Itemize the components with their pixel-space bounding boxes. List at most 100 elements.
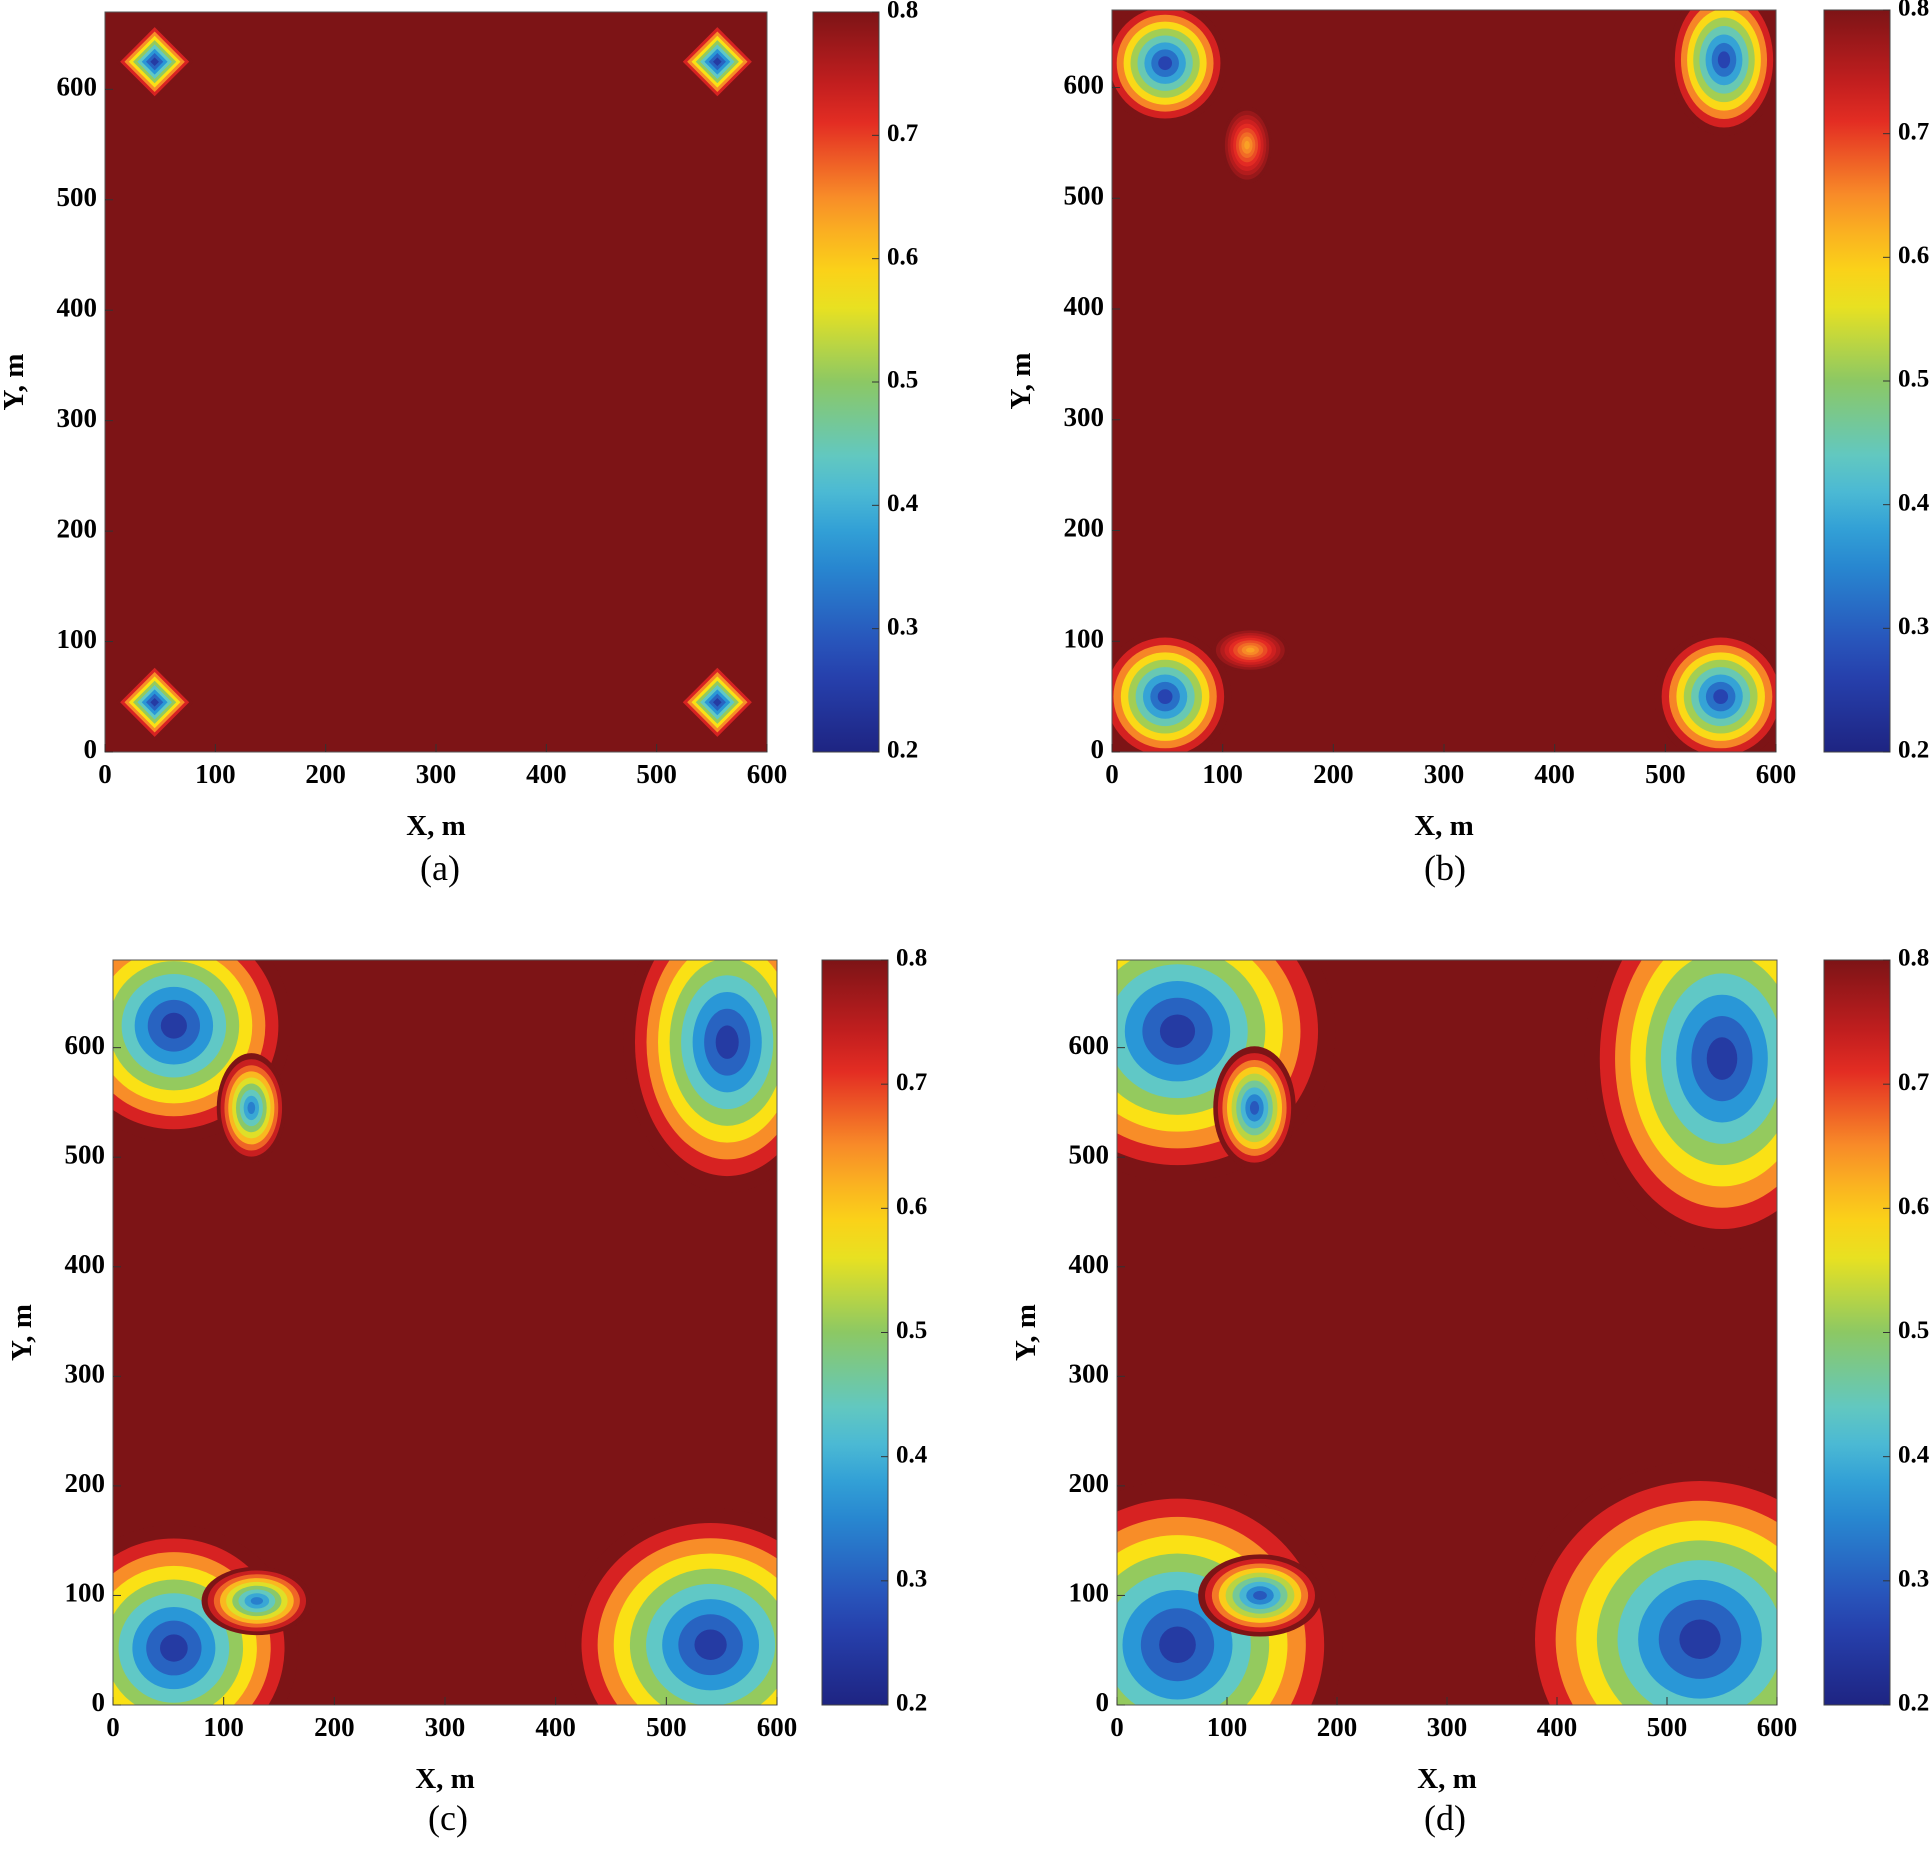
feature-contour [1679,1619,1721,1660]
colorbar [812,11,880,753]
x-tick-label: 400 [535,1712,576,1742]
y-tick-label: 0 [1096,1687,1110,1717]
colorbar-tick-label: 0.7 [1898,118,1929,145]
x-tick-label: 300 [1427,1712,1468,1742]
feature-contour [1158,56,1173,71]
y-tick-label: 100 [1069,1578,1110,1608]
x-tick-label: 300 [425,1712,466,1742]
y-tick-label: 600 [1064,70,1105,100]
colorbar-tick-label: 0.6 [896,1193,927,1220]
heatmap-feature [115,22,194,101]
x-tick-label: 100 [1207,1712,1248,1742]
heatmap-feature [1222,106,1272,184]
feature-contour [1706,1037,1738,1080]
x-tick-label: 600 [747,759,788,789]
heatmap-feature [678,22,757,101]
heatmap-feature [1117,1480,1343,1705]
feature-contour [713,697,722,707]
colorbar-tick-label: 0.7 [887,120,918,147]
colorbar-tick-label: 0.5 [1898,366,1929,393]
y-axis-label: Y, m [1010,1304,1042,1361]
colorbar-tick-label: 0.2 [1898,1690,1929,1717]
colorbar-tick-label: 0.7 [896,1069,927,1096]
feature-contour [1717,51,1731,69]
colorbar-tick-label: 0.5 [1898,1317,1929,1344]
feature-contour [160,1012,187,1039]
colorbar-tick-label: 0.5 [887,367,918,394]
feature-contour [1249,1101,1260,1115]
y-tick-label: 0 [92,1687,106,1717]
x-tick-label: 600 [1757,1712,1798,1742]
feature-contour [1244,140,1250,150]
heatmap-feature [623,960,777,1193]
y-tick-label: 200 [65,1468,106,1498]
colorbar-tick-label: 0.3 [1898,613,1929,640]
colorbar-tick-label: 0.6 [887,243,918,270]
feature-contour [160,1634,188,1662]
colorbar-tick-label: 0.2 [887,737,918,764]
x-tick-label: 300 [416,759,457,789]
x-axis-label: X, m [1417,1763,1477,1795]
x-tick-label: 200 [1313,759,1354,789]
feature-contour [247,1101,256,1114]
y-tick-label: 600 [65,1030,106,1060]
y-tick-label: 400 [57,292,98,322]
heatmap-feature [1654,630,1776,752]
y-tick-label: 600 [1069,1030,1110,1060]
colorbar-tick-label: 0.8 [887,0,918,24]
x-axis-label: X, m [415,1763,475,1795]
y-tick-label: 300 [65,1359,106,1389]
colorbar-tick-label: 0.8 [1898,945,1929,972]
colorbar [1823,9,1891,753]
y-axis-label: Y, m [0,354,30,411]
colorbar-tick-label: 0.3 [887,613,918,640]
heatmap-feature [1584,960,1777,1251]
x-tick-label: 100 [203,1712,244,1742]
heatmap-feature [1213,1046,1296,1170]
heatmap-feature [113,1524,299,1705]
x-axis-label: X, m [406,810,466,842]
subfigure-caption: (a) [420,848,460,888]
x-tick-label: 0 [106,1712,120,1742]
colorbar-tick-label: 0.7 [1898,1069,1929,1096]
heatmap-feature [1211,627,1290,673]
x-tick-label: 500 [646,1712,687,1742]
subfigure-caption: (b) [1424,848,1466,888]
y-tick-label: 300 [57,403,98,433]
y-tick-label: 500 [1069,1139,1110,1169]
y-tick-label: 300 [1064,402,1105,432]
feature-contour [715,1025,739,1059]
y-axis-label: Y, m [6,1304,38,1361]
x-tick-label: 400 [526,759,567,789]
colorbar-tick-label: 0.8 [896,945,927,972]
colorbar-tick-label: 0.5 [896,1317,927,1344]
y-tick-label: 500 [1064,180,1105,210]
feature-contour [1253,1590,1267,1601]
x-tick-label: 500 [636,759,677,789]
colorbar-tick-label: 0.6 [1898,242,1929,269]
colorbar-tick-label: 0.3 [1898,1566,1929,1593]
feature-contour [1246,647,1255,653]
x-tick-label: 600 [757,1712,798,1742]
heatmap-feature [678,663,757,742]
colorbar-tick-label: 0.4 [887,490,919,517]
x-tick-label: 500 [1647,1712,1688,1742]
x-tick-label: 100 [195,759,236,789]
heatmap-feature [201,1566,313,1636]
feature-contour [150,57,159,67]
x-tick-label: 100 [1202,759,1243,789]
heatmap-feature [115,663,194,742]
heatmap-feature [565,1507,777,1705]
y-tick-label: 500 [65,1139,106,1169]
feature-contour [1713,689,1729,705]
chart-panel: 0 100 200 300 400 500 600 0 100 200 300 400 500 600 X,… [6,945,928,1838]
x-tick-label: 400 [1534,759,1575,789]
heatmap-background [105,12,767,752]
heatmap-feature [1514,1461,1777,1705]
x-tick-label: 300 [1424,759,1465,789]
feature-contour [1159,1014,1196,1048]
heatmap-feature [1112,630,1232,752]
heatmap-feature [216,1053,286,1163]
colorbar [1823,959,1891,1706]
